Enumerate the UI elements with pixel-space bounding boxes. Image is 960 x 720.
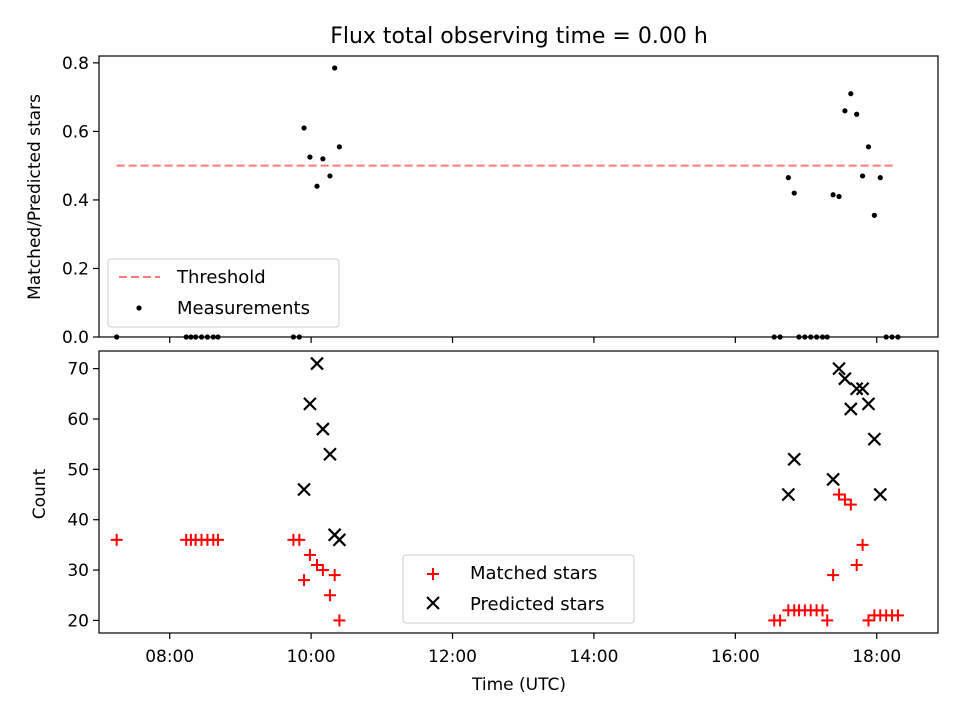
x-tick-label: 10:00 (287, 647, 336, 667)
x-tick-label: 14:00 (569, 647, 618, 667)
predicted-stars-point (323, 447, 337, 462)
predicted-stars-point (832, 361, 846, 376)
measurements-point (848, 91, 854, 97)
ratio-y-ticks: 0.0 0.2 0.4 0.6 0.8 (62, 54, 99, 348)
matched-stars-point (891, 609, 904, 622)
matched-stars-point (816, 604, 829, 617)
y-tick-label: 0.2 (62, 259, 89, 279)
measurements-point (307, 154, 313, 160)
predicted-stars-point (303, 397, 317, 411)
measurements-point (327, 173, 333, 179)
count-y-ticks: 20 30 40 50 60 70 (67, 360, 99, 631)
measurements-point (791, 190, 797, 196)
predicted-stars-point (838, 371, 852, 386)
y-tick-label: 0.4 (62, 191, 89, 211)
measurements-point (301, 125, 307, 131)
x-tick-label: 18:00 (852, 647, 901, 667)
measurements-point (865, 144, 872, 150)
predicted-stars-point (826, 472, 840, 487)
legend-measurements-swatch (136, 305, 142, 311)
legend-measurements-label: Measurements (177, 298, 310, 319)
y-tick-label: 0.0 (62, 328, 89, 348)
ratio-legend-box (107, 258, 340, 328)
matched-stars-point (333, 614, 346, 627)
matched-stars-point (298, 574, 311, 587)
count-y-axis-label: Count (30, 468, 50, 519)
ratio-x-ticks (169, 337, 878, 343)
x-tick-label: 16:00 (711, 647, 760, 667)
matched-stars-point (303, 548, 316, 561)
count-x-ticks: 08:00 10:00 12:00 14:00 16:00 18:00 (145, 633, 901, 667)
predicted-stars-point (844, 402, 858, 416)
y-tick-label: 50 (67, 460, 89, 480)
measurements-point (314, 183, 320, 189)
predicted-stars-point (855, 381, 870, 396)
measurements-point (842, 108, 848, 114)
ratio-legend: Threshold Measurements (107, 258, 340, 328)
matched-stars-point (827, 569, 840, 582)
predicted-stars-point (310, 356, 324, 371)
matched-stars-point (328, 569, 341, 582)
y-tick-label: 70 (67, 360, 89, 380)
y-tick-label: 60 (67, 410, 89, 430)
measurements-point (871, 212, 877, 218)
chart-title: Flux total observing time = 0.00 h (330, 24, 708, 49)
measurements-point (877, 175, 883, 181)
predicted-stars-point (867, 432, 882, 446)
ratio-panel: Matched/Predicted stars 0.00.20.40.60.8 … (25, 54, 939, 348)
predicted-stars-point (861, 397, 876, 411)
matched-stars-point (821, 614, 834, 627)
ratio-plot-area (114, 65, 901, 340)
measurements-point (785, 175, 791, 181)
y-tick-label: 30 (67, 561, 89, 581)
predicted-stars-point (787, 452, 802, 467)
predicted-stars-point (781, 487, 796, 502)
count-x-axis-label: Time (UTC) (471, 675, 566, 695)
matched-stars-point (850, 559, 863, 572)
predicted-stars-point (297, 482, 311, 497)
measurements-point (336, 144, 342, 150)
y-tick-label: 0.8 (62, 54, 89, 74)
y-tick-label: 20 (67, 611, 89, 631)
measurements-point (320, 156, 326, 162)
legend-matched-label: Matched stars (470, 563, 597, 584)
matched-stars-point (856, 538, 869, 551)
count-panel: Count Time (UTC) 20 30 40 50 60 70 08:00 10:00… (30, 350, 939, 695)
measurements-point (859, 173, 866, 179)
measurements-point (830, 192, 836, 198)
predicted-stars-point (849, 381, 864, 396)
y-tick-label: 0.6 (62, 122, 89, 142)
matched-stars-point (862, 614, 875, 627)
measurements-point (836, 193, 842, 200)
predicted-stars-point (873, 487, 888, 502)
matched-stars-point (844, 498, 857, 511)
predicted-stars-point (332, 533, 347, 547)
y-tick-label: 40 (67, 511, 89, 531)
legend-predicted-swatch (426, 596, 440, 610)
matched-stars-point (310, 559, 323, 572)
matched-stars-point (833, 488, 846, 501)
matched-stars-point (293, 533, 306, 546)
matched-stars-point (316, 564, 329, 577)
x-tick-label: 12:00 (428, 647, 477, 667)
count-legend: Matched stars Predicted stars (402, 554, 635, 624)
count-plot-area (110, 356, 904, 627)
predicted-stars-point (316, 422, 330, 436)
count-axes-frame (98, 350, 939, 634)
measurements-point (332, 65, 338, 71)
matched-stars-point (323, 589, 336, 602)
matched-stars-point (110, 533, 123, 546)
matched-stars-point (212, 533, 225, 546)
ratio-y-axis-label: Matched/Predicted stars (25, 94, 45, 300)
measurements-point (854, 111, 860, 117)
count-legend-box (402, 554, 635, 624)
matched-stars-point (774, 614, 787, 627)
matched-stars-point (838, 493, 851, 506)
x-tick-label: 08:00 (145, 647, 194, 667)
legend-matched-swatch (427, 568, 439, 580)
legend-predicted-label: Predicted stars (470, 594, 604, 615)
ratio-axes-frame (98, 55, 939, 338)
legend-threshold-label: Threshold (176, 267, 266, 288)
